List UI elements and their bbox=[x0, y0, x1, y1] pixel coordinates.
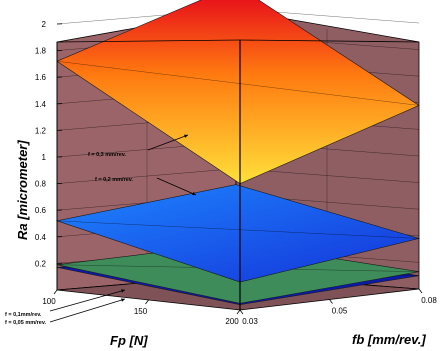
x-tick-label: 150 bbox=[134, 307, 148, 316]
x-tick-label: 100 bbox=[42, 297, 56, 306]
x-tick-mark bbox=[53, 289, 58, 295]
annotation-arrow bbox=[147, 134, 189, 151]
z-tick-label: 1 bbox=[42, 153, 47, 162]
z-tick-label: 0.6 bbox=[35, 206, 47, 215]
x-tick-label: 200 bbox=[225, 317, 239, 326]
annotation-arrowhead bbox=[121, 289, 125, 293]
annotations: f = 0,3 mm/rev. f = 0,2 mm/rev. f = 0,1mm/… bbox=[5, 134, 197, 326]
annotation-arrowhead bbox=[184, 134, 188, 138]
z-tick-label: 1.4 bbox=[35, 100, 47, 109]
annotation-arrow bbox=[156, 177, 197, 196]
annotation-arrowhead bbox=[121, 298, 125, 302]
z-tick-label: 1.2 bbox=[35, 126, 47, 135]
x-tick-mark bbox=[145, 299, 149, 305]
y-tick-label: 0.08 bbox=[421, 296, 437, 305]
y-tick-label: 0.03 bbox=[242, 317, 258, 326]
x-axis-ticks: 100 150 200 bbox=[42, 289, 241, 326]
annotation-arrow bbox=[49, 289, 126, 312]
series-label-1: f = 0,2 mm/rev. bbox=[95, 177, 133, 183]
series-label-2: f = 0,1mm/rev. bbox=[5, 312, 42, 318]
y-tick-mark bbox=[329, 299, 333, 304]
z-tick-label: 0.8 bbox=[35, 180, 47, 189]
top-front-edge-right bbox=[239, 39, 420, 43]
y-axis-label: fb [mm/rev.] bbox=[352, 332, 426, 347]
surfaces bbox=[55, 0, 421, 305]
surface-mesh-line bbox=[56, 220, 420, 239]
series-label-0: f = 0,3 mm/rev. bbox=[88, 152, 126, 158]
surface-mesh-line bbox=[56, 60, 420, 106]
annotation-arrowhead bbox=[192, 191, 196, 196]
z-tick-label: 1.8 bbox=[35, 47, 47, 56]
y-tick-label: 0.05 bbox=[332, 307, 348, 316]
x-tick-mark bbox=[236, 309, 241, 315]
y-tick-mark bbox=[239, 309, 244, 315]
top-front-edge-left bbox=[56, 39, 241, 43]
z-axis-ticks: 0.2 0.4 0.6 0.8 1 1.2 1.4 1.6 1.8 2 bbox=[35, 20, 63, 268]
series-label-3: f = 0,05 mm/rev. bbox=[5, 320, 46, 326]
x-axis-label: Fp [N] bbox=[110, 333, 148, 348]
y-axis-ticks: 0.03 0.05 0.08 bbox=[239, 288, 437, 326]
z-tick-label: 0.4 bbox=[35, 233, 47, 242]
annotation-arrow bbox=[49, 298, 126, 323]
z-tick-label: 2 bbox=[42, 20, 47, 29]
z-axis-label: Ra [micrometer] bbox=[15, 140, 30, 240]
y-tick-mark bbox=[418, 288, 423, 294]
z-tick-label: 1.6 bbox=[35, 73, 47, 82]
z-tick-label: 0.2 bbox=[35, 259, 47, 268]
